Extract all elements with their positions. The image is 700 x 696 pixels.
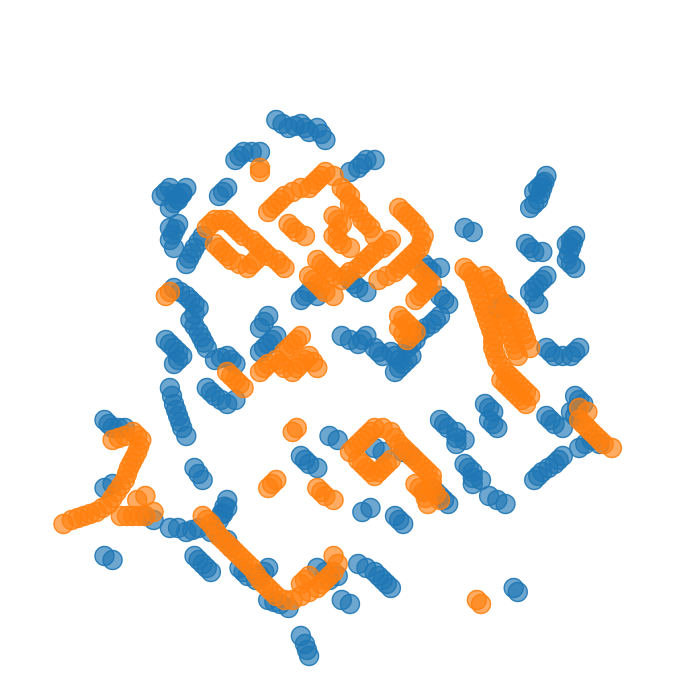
series-2 xyxy=(53,157,623,615)
data-point xyxy=(388,317,410,339)
data-point xyxy=(454,429,475,451)
data-point xyxy=(601,437,623,459)
data-point xyxy=(577,401,598,423)
data-point xyxy=(339,593,361,615)
data-point xyxy=(519,337,541,359)
data-point xyxy=(462,221,483,243)
data-point xyxy=(200,561,222,583)
data-point xyxy=(258,477,279,499)
data-point xyxy=(53,513,74,535)
data-point xyxy=(192,469,213,491)
data-point xyxy=(405,289,426,311)
data-point xyxy=(393,513,414,535)
data-point xyxy=(380,449,402,471)
data-point xyxy=(298,645,320,667)
data-point xyxy=(298,565,320,587)
data-point xyxy=(327,429,348,451)
data-point xyxy=(470,469,492,491)
data-point xyxy=(339,237,361,259)
data-point xyxy=(388,349,410,371)
series-1 xyxy=(94,109,610,667)
data-point xyxy=(507,581,528,603)
data-point xyxy=(487,417,508,439)
data-point xyxy=(290,289,312,311)
data-point xyxy=(163,353,185,375)
data-point xyxy=(216,177,238,199)
data-point xyxy=(176,253,197,275)
data-point xyxy=(159,197,181,219)
data-point xyxy=(356,281,377,303)
data-point xyxy=(569,337,590,359)
data-point xyxy=(176,425,197,447)
data-point xyxy=(429,257,451,279)
data-point xyxy=(290,325,312,347)
data-point xyxy=(102,549,123,571)
data-point xyxy=(245,249,267,271)
data-point xyxy=(155,285,177,307)
data-points xyxy=(53,109,623,667)
data-point xyxy=(216,489,238,511)
data-point xyxy=(315,129,336,151)
data-point xyxy=(249,317,271,339)
data-point xyxy=(307,357,328,379)
data-point xyxy=(552,417,573,439)
data-point xyxy=(143,501,164,523)
data-point xyxy=(216,361,238,383)
data-point xyxy=(323,285,344,307)
data-point xyxy=(126,489,148,511)
data-point xyxy=(364,149,385,171)
data-point xyxy=(307,457,328,479)
data-point xyxy=(294,225,316,247)
data-point xyxy=(417,493,438,515)
data-point xyxy=(282,421,303,443)
data-point xyxy=(266,325,287,347)
data-point xyxy=(470,593,492,615)
data-point xyxy=(368,269,389,291)
data-point xyxy=(519,197,541,219)
data-point xyxy=(380,577,402,599)
data-point xyxy=(380,229,402,251)
data-point xyxy=(564,257,586,279)
data-point xyxy=(323,489,344,511)
data-point xyxy=(323,545,344,567)
data-point xyxy=(249,161,271,183)
data-point xyxy=(552,445,573,467)
data-point xyxy=(495,493,516,515)
data-point xyxy=(515,393,537,415)
data-point xyxy=(274,257,295,279)
data-point xyxy=(532,241,553,263)
data-point xyxy=(360,497,381,519)
data-point xyxy=(528,293,549,315)
